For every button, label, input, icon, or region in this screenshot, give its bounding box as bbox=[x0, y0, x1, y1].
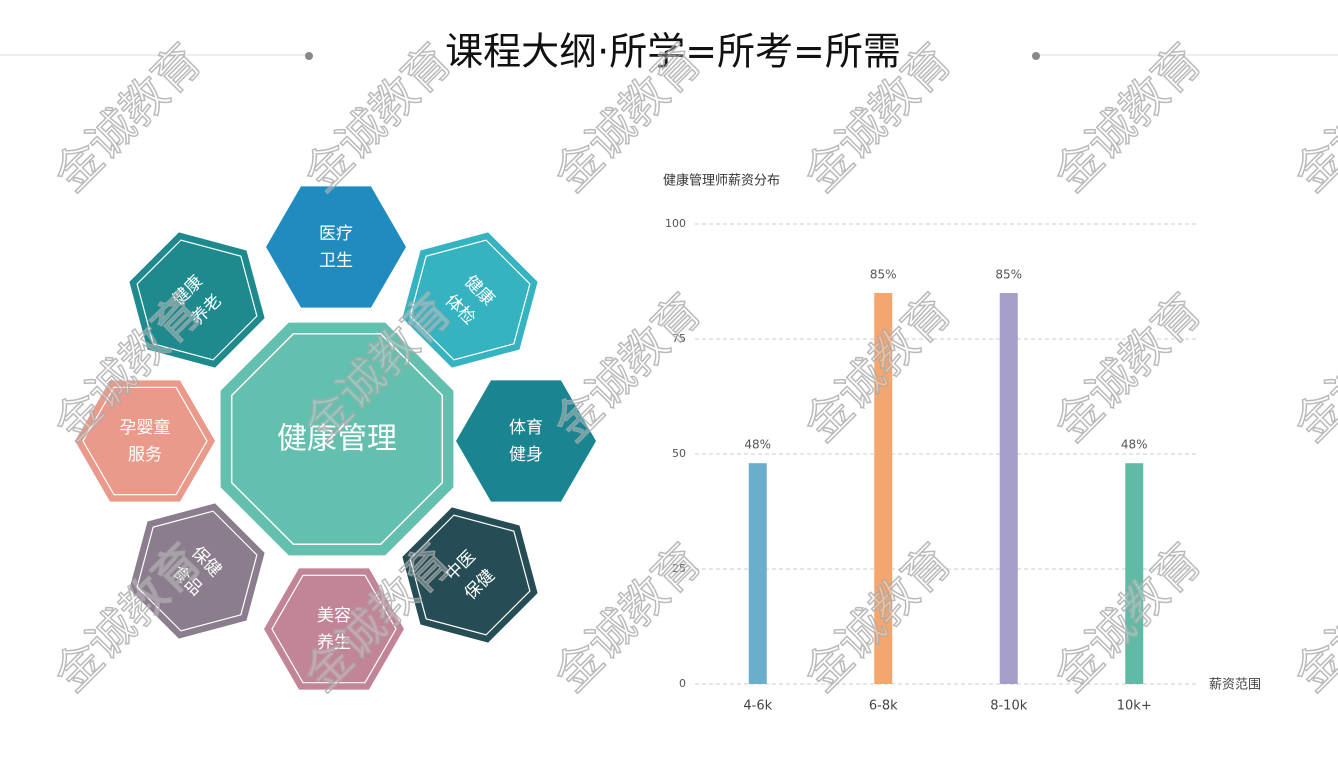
slide-title: 课程大纲·所学=所考=所需 bbox=[445, 30, 901, 74]
x-tick-label: 4-6k bbox=[743, 699, 772, 714]
y-tick-label: 0 bbox=[679, 677, 686, 690]
y-tick-label: 100 bbox=[665, 217, 686, 230]
watermark: 金诚教育 bbox=[293, 33, 461, 201]
node-label: 美容 bbox=[317, 606, 351, 626]
watermark: 金诚教育 bbox=[543, 533, 711, 701]
watermark: 金诚教育 bbox=[543, 283, 711, 451]
hexagon bbox=[129, 232, 265, 368]
y-tick-label: 25 bbox=[672, 562, 686, 575]
node-label: 服务 bbox=[128, 445, 162, 465]
value-label: 85% bbox=[995, 268, 1022, 282]
center-label: 健康管理 bbox=[277, 422, 397, 457]
watermark: 金诚教育 bbox=[1283, 533, 1338, 701]
value-label: 48% bbox=[1121, 438, 1148, 452]
node-label: 卫生 bbox=[319, 251, 353, 271]
bar bbox=[748, 463, 767, 684]
header-dot bbox=[305, 52, 313, 60]
hexagon-outline bbox=[136, 510, 258, 632]
hexagon-outline bbox=[409, 514, 531, 636]
y-tick-label: 75 bbox=[672, 332, 686, 345]
hexagon bbox=[264, 568, 404, 690]
bar bbox=[874, 293, 893, 684]
watermark: 金诚教育 bbox=[1283, 283, 1338, 451]
x-axis-label: 薪资范围 bbox=[1209, 678, 1261, 693]
bar bbox=[999, 293, 1018, 684]
node-label: 医疗 bbox=[319, 224, 353, 244]
y-tick-label: 50 bbox=[672, 447, 686, 460]
hexagon-outline bbox=[82, 386, 208, 496]
node-label: 体育 bbox=[509, 418, 543, 438]
hexagon bbox=[456, 380, 596, 502]
hexagon bbox=[402, 507, 538, 643]
x-tick-label: 8-10k bbox=[990, 699, 1028, 714]
chart-title: 健康管理师薪资分布 bbox=[663, 173, 780, 189]
hexagon bbox=[266, 186, 406, 308]
watermark: 金诚教育 bbox=[1043, 33, 1211, 201]
bar bbox=[1125, 463, 1144, 684]
node-label: 健身 bbox=[509, 445, 543, 465]
watermark: 金诚教育 bbox=[1043, 283, 1211, 451]
hexagon bbox=[402, 232, 538, 368]
value-label: 85% bbox=[870, 268, 897, 282]
watermark: 金诚教育 bbox=[1283, 33, 1338, 201]
x-tick-label: 6-8k bbox=[869, 699, 898, 714]
hexagon-outline bbox=[409, 239, 531, 361]
node-label: 孕婴童 bbox=[120, 418, 171, 438]
watermark: 金诚教育 bbox=[43, 33, 211, 201]
node-label: 养生 bbox=[317, 633, 351, 653]
x-tick-label: 10k+ bbox=[1117, 699, 1152, 714]
hexagon bbox=[129, 503, 265, 639]
hexagon-outline bbox=[271, 574, 397, 684]
hexagon-outline bbox=[136, 239, 258, 361]
center-octagon bbox=[220, 322, 454, 556]
header-dot bbox=[1032, 52, 1040, 60]
hexagon bbox=[75, 380, 215, 502]
center-outline bbox=[230, 332, 444, 546]
value-label: 48% bbox=[744, 438, 771, 452]
